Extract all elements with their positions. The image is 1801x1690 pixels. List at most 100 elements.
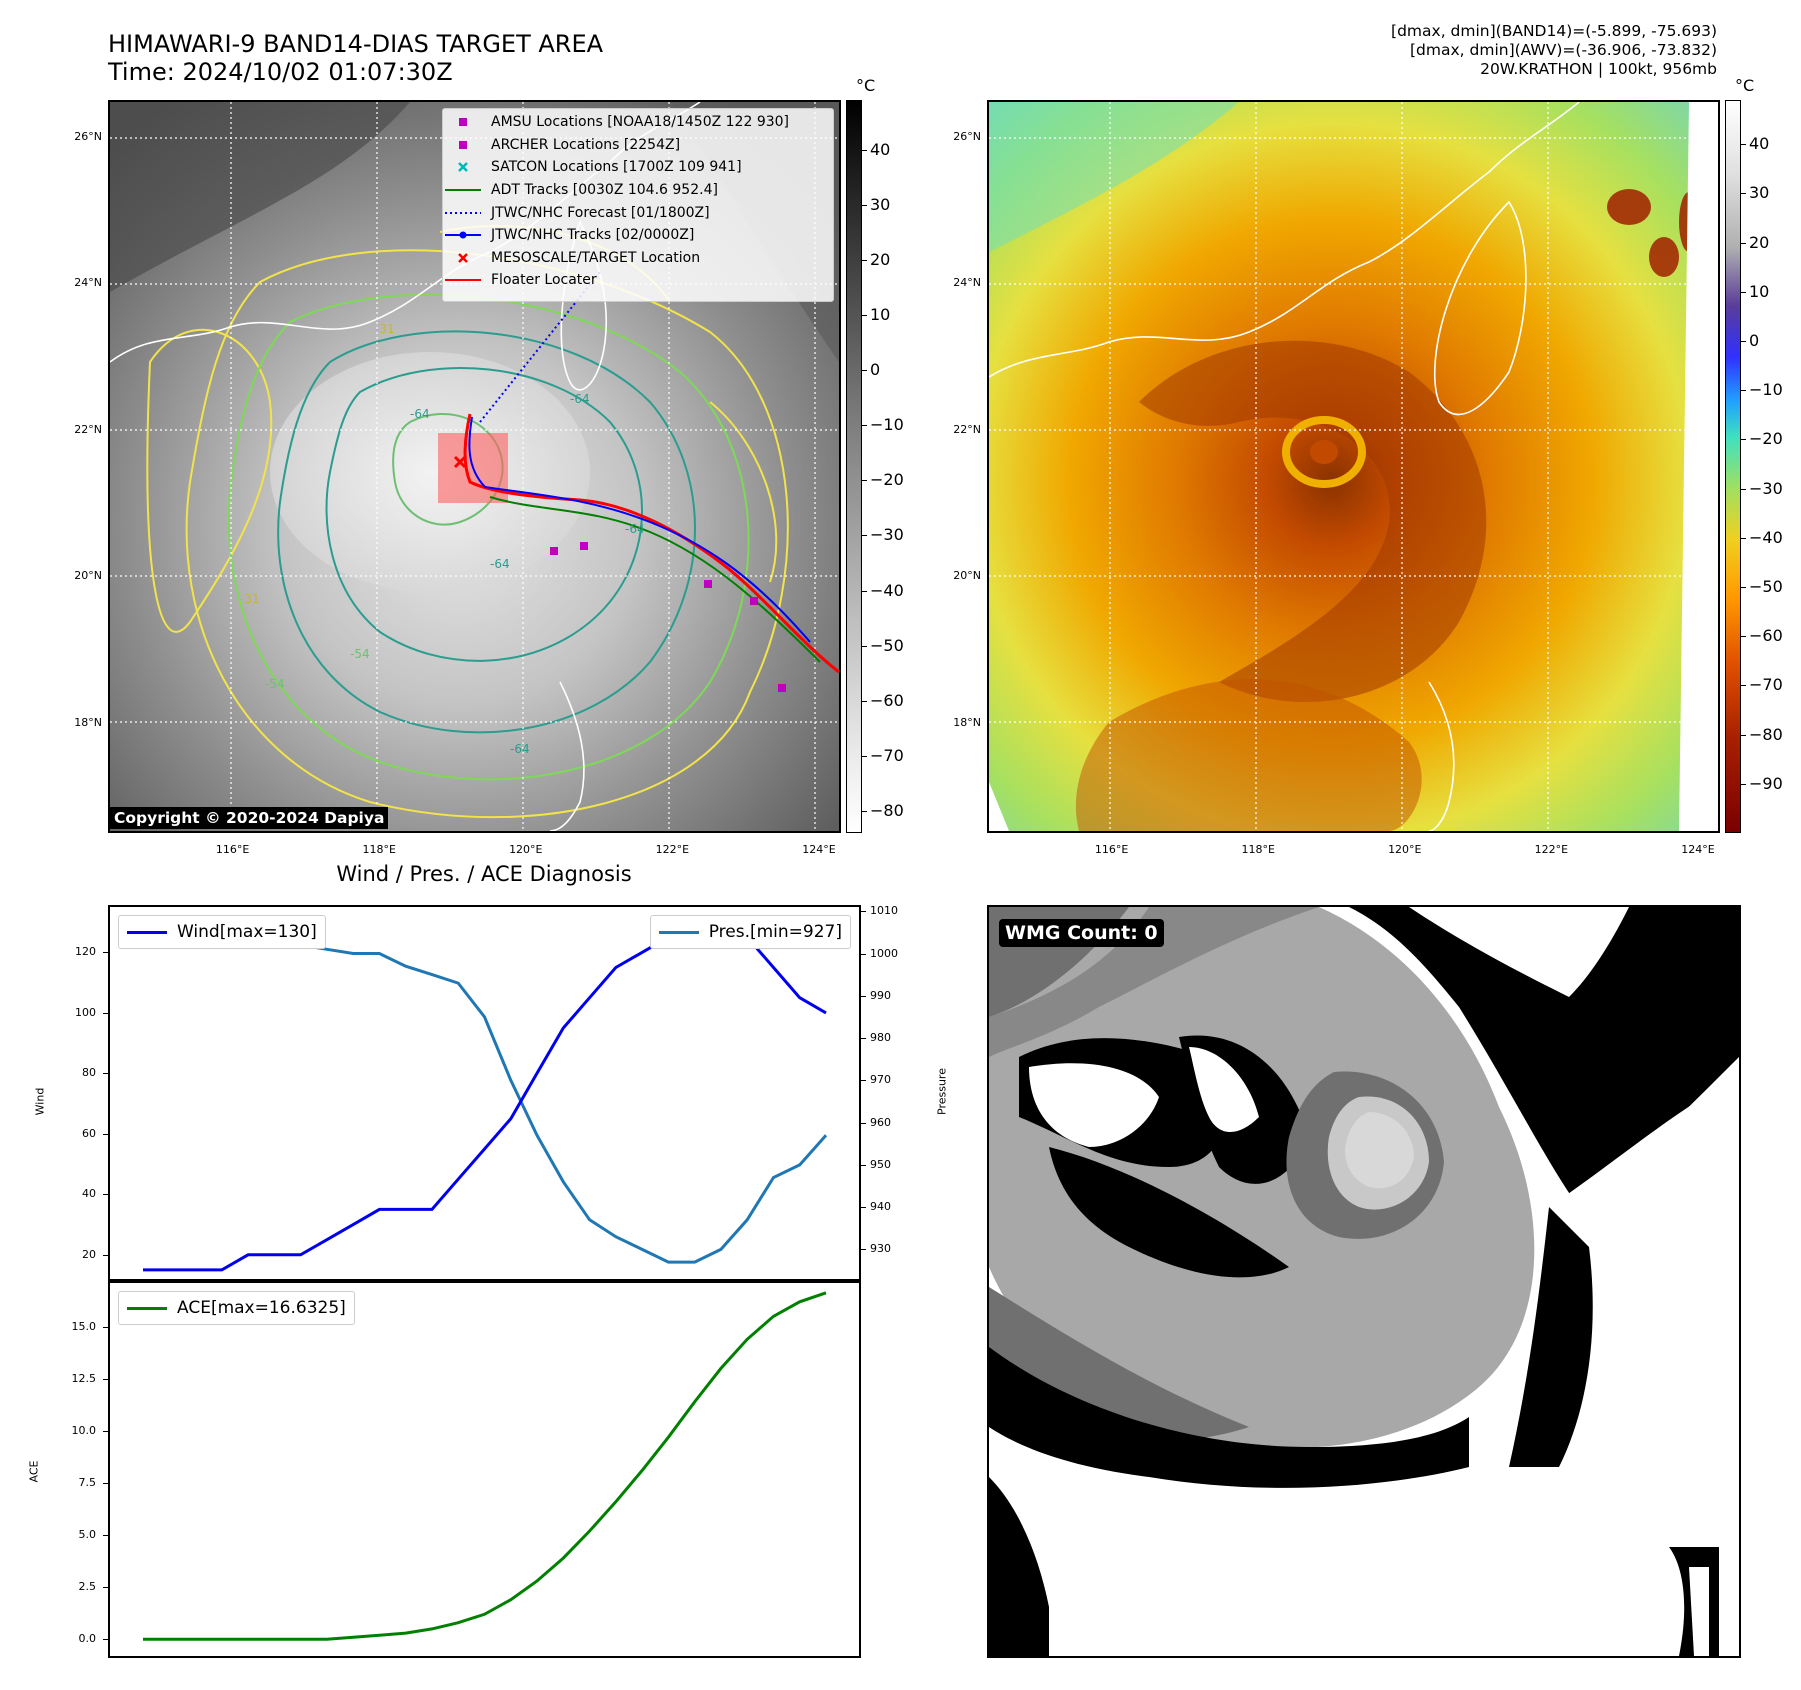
- ace-tick-mark: [103, 1483, 108, 1485]
- lon-label: 124°E: [802, 843, 836, 856]
- colorbar-tick-mark: [1741, 242, 1746, 244]
- lat-label: 22°N: [953, 422, 981, 436]
- ace-tick-label: 12.5: [71, 1371, 97, 1385]
- info-line-1: [dmax, dmin](BAND14)=(-5.899, -75.693): [1391, 22, 1717, 40]
- colorbar-tick-label: 20: [1749, 232, 1770, 252]
- lat-label: 22°N: [74, 422, 102, 436]
- lon-label: 122°E: [655, 843, 690, 856]
- lon-label: 122°E: [1534, 843, 1569, 856]
- legend-symbol: [443, 229, 483, 241]
- colorbar-tick-mark: [1741, 488, 1746, 490]
- pressure-axis-label: Pressure: [935, 1068, 949, 1115]
- colorbar-tick-mark: [862, 149, 867, 151]
- wind-pres-chart: Wind[max=130] Pres.[min=927]: [108, 905, 861, 1281]
- ace-legend-swatch: [127, 1306, 167, 1310]
- legend-symbol: [443, 161, 483, 173]
- contour-label: -54: [265, 677, 285, 691]
- colorbar-tick-label: −50: [870, 635, 904, 655]
- ace-tick-label: 2.5: [78, 1580, 97, 1594]
- legend-symbol: [443, 139, 483, 151]
- ace-tick-mark: [103, 1430, 108, 1432]
- diagnosis-title: Wind / Pres. / ACE Diagnosis: [336, 862, 632, 886]
- ace-tick-mark: [103, 1326, 108, 1328]
- pressure-legend-label: Pres.[min=927]: [708, 922, 842, 942]
- colorbar1-unit: °C: [856, 76, 876, 95]
- legend-label: ARCHER Locations [2254Z]: [491, 136, 681, 153]
- info-line-2: [dmax, dmin](AWV)=(-36.906, -73.832): [1410, 41, 1717, 59]
- pressure-tick-label: 940: [870, 1200, 891, 1214]
- legend-symbol: [443, 252, 483, 264]
- colorbar-tick-mark: [1741, 439, 1746, 441]
- contour-label: -31: [240, 592, 260, 606]
- wind-line: [143, 920, 827, 1272]
- wind-tick-mark: [103, 1133, 108, 1135]
- colorbar-tick-label: −10: [1749, 380, 1783, 400]
- wind-tick-label: 60: [82, 1126, 96, 1140]
- colorbar-tick-mark: [862, 370, 867, 372]
- colorbar-tick-label: −80: [870, 800, 904, 820]
- wind-tick-label: 120: [75, 945, 96, 959]
- contour-label: -54: [350, 647, 370, 661]
- colorbar-tick-label: −70: [870, 745, 904, 765]
- colorbar-tick-mark: [1741, 144, 1746, 146]
- legend-label: MESOSCALE/TARGET Location: [491, 249, 701, 266]
- ace-tick-mark: [103, 1639, 108, 1641]
- ace-plot: [143, 1291, 827, 1641]
- awv-map-image: [989, 102, 1718, 831]
- awv-map-panel: [987, 100, 1720, 833]
- title-line-2: Time: 2024/10/02 01:07:30Z: [108, 58, 453, 86]
- colorbar-tick-label: −60: [1749, 626, 1783, 646]
- wind-tick-mark: [103, 1073, 108, 1075]
- legend-label: JTWC/NHC Tracks [02/0000Z]: [491, 227, 695, 244]
- colorbar-tick-mark: [862, 755, 867, 757]
- colorbar-tick-mark: [862, 314, 867, 316]
- colorbar-tick-mark: [862, 259, 867, 261]
- ace-tick-label: 15.0: [71, 1319, 97, 1333]
- pressure-tick-label: 950: [870, 1157, 891, 1171]
- legend-item: AMSU Locations [NOAA18/1450Z 122 930]: [443, 111, 833, 134]
- awv-colorbar: [1725, 100, 1741, 833]
- pressure-tick-label: 980: [870, 1031, 891, 1045]
- pressure-tick-mark: [861, 953, 866, 955]
- colorbar-tick-label: 40: [1749, 134, 1770, 154]
- ace-tick-label: 5.0: [78, 1528, 97, 1542]
- pressure-tick-mark: [861, 1164, 866, 1166]
- wind-tick-label: 20: [82, 1247, 96, 1261]
- pressure-tick-label: 960: [870, 1115, 891, 1129]
- pressure-tick-mark: [861, 1249, 866, 1251]
- wind-legend-label: Wind[max=130]: [177, 922, 317, 942]
- colorbar-tick-mark: [1741, 291, 1746, 293]
- colorbar-tick-mark: [862, 480, 867, 482]
- ace-tick-label: 7.5: [78, 1476, 97, 1490]
- legend-item: MESOSCALE/TARGET Location: [443, 247, 833, 270]
- wind-legend: Wind[max=130]: [118, 915, 326, 949]
- colorbar-tick-mark: [1741, 587, 1746, 589]
- colorbar-tick-label: 30: [870, 194, 891, 214]
- contour-label: -64: [510, 742, 530, 756]
- colorbar-tick-mark: [1741, 783, 1746, 785]
- storm-info: [dmax, dmin](BAND14)=(-5.899, -75.693) […: [1117, 22, 1717, 79]
- pressure-tick-label: 1010: [870, 904, 898, 918]
- legend-symbol: [443, 116, 483, 128]
- legend-symbol: [443, 207, 483, 219]
- wind-tick-mark: [103, 1194, 108, 1196]
- wind-tick-mark: [103, 1012, 108, 1014]
- pressure-tick-mark: [861, 1038, 866, 1040]
- pressure-tick-mark: [861, 1080, 866, 1082]
- wind-tick-label: 80: [82, 1066, 96, 1080]
- legend-item: ADT Tracks [0030Z 104.6 952.4]: [443, 179, 833, 202]
- colorbar-tick-mark: [1741, 341, 1746, 343]
- wind-tick-mark: [103, 1254, 108, 1256]
- colorbar-tick-mark: [862, 204, 867, 206]
- ace-line: [143, 1291, 827, 1641]
- legend-item: JTWC/NHC Forecast [01/1800Z]: [443, 201, 833, 224]
- colorbar-tick-label: −30: [1749, 478, 1783, 498]
- ace-tick-label: 0.0: [78, 1632, 97, 1646]
- pressure-tick-label: 930: [870, 1242, 891, 1256]
- ir-map-panel: -64 -64 -64 -64 -64 -54 -54 -31 -31 AMSU…: [108, 100, 841, 833]
- colorbar-tick-mark: [1741, 390, 1746, 392]
- pressure-tick-label: 990: [870, 988, 891, 1002]
- pressure-tick-mark: [861, 995, 866, 997]
- lon-label: 116°E: [215, 843, 250, 856]
- colorbar-tick-label: −80: [1749, 724, 1783, 744]
